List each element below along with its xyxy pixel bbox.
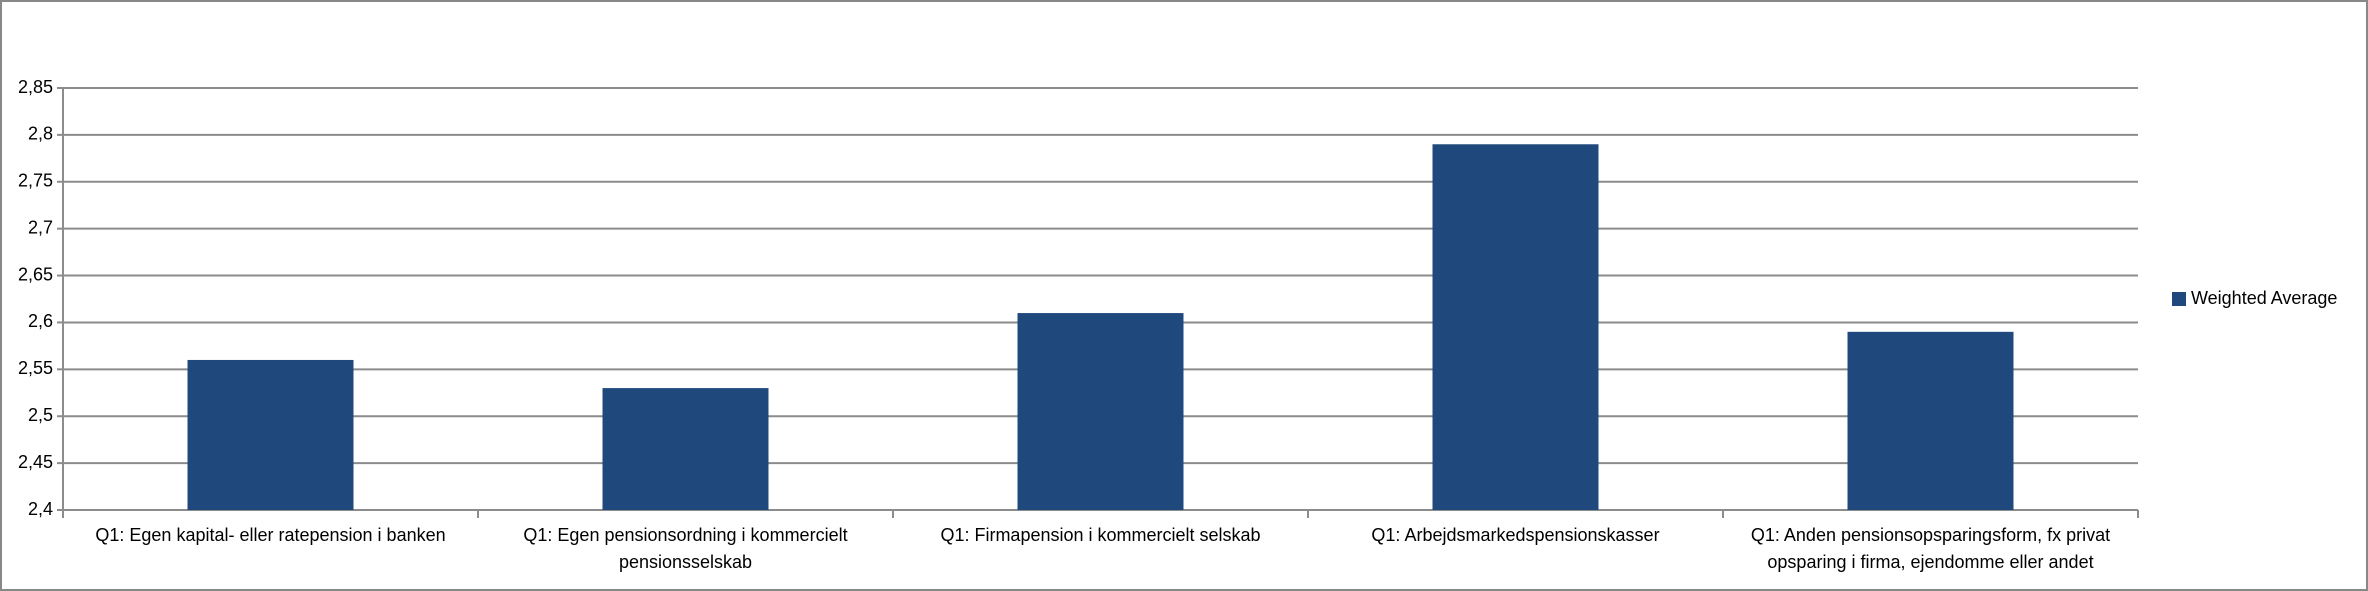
bar (1847, 331, 2014, 510)
x-tick-label: Q1: Firmapension i kommercielt selskab (940, 525, 1261, 545)
y-tick-label: 2,4 (28, 499, 53, 519)
legend-label: Weighted Average (2191, 288, 2337, 308)
bar (1017, 313, 1184, 510)
bar (1432, 144, 1599, 510)
y-tick-label: 2,55 (18, 358, 53, 378)
y-tick-label: 2,45 (18, 452, 53, 472)
y-tick-label: 2,8 (28, 124, 53, 144)
x-tick-label: Q1: Egen pensionsordning i kommercielt p… (523, 525, 848, 572)
y-tick-label: 2,65 (18, 264, 53, 284)
x-tick-label: Q1: Egen kapital- eller ratepension i ba… (95, 525, 446, 545)
y-tick-label: 2,5 (28, 405, 53, 425)
legend-swatch (2172, 292, 2186, 306)
y-tick-label: 2,7 (28, 217, 53, 237)
bar (187, 359, 354, 510)
x-tick-label: Q1: Arbejdsmarkedspensionskasser (1371, 525, 1660, 545)
x-tick-label: Q1: Anden pensionsopsparingsform, fx pri… (1750, 525, 2111, 572)
y-tick-label: 2,75 (18, 171, 53, 191)
y-tick-label: 2,85 (18, 77, 53, 97)
y-tick-label: 2,6 (28, 311, 53, 331)
bar (602, 388, 769, 510)
